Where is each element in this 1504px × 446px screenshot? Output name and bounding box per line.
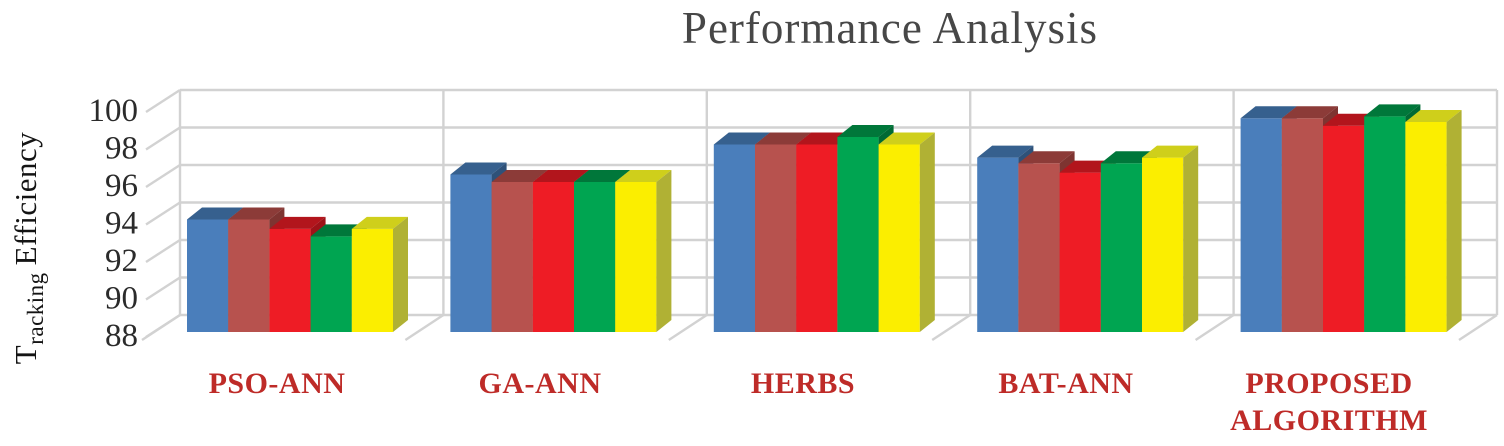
floor-edge bbox=[668, 313, 708, 342]
chart-title: Performance Analysis bbox=[681, 3, 1099, 53]
bar-top-face bbox=[351, 216, 408, 229]
bar-side-face bbox=[393, 216, 408, 332]
bar-top-face bbox=[1281, 106, 1338, 119]
floor-edge bbox=[404, 313, 445, 342]
bar-front-face bbox=[351, 228, 393, 332]
bar-top-face bbox=[269, 216, 326, 229]
bar-front-face bbox=[1142, 157, 1184, 332]
bar-side-face bbox=[1183, 145, 1199, 332]
bar-top-face bbox=[1364, 104, 1421, 117]
y-tick-mark bbox=[145, 88, 181, 114]
bar-front-face bbox=[1364, 116, 1406, 332]
bar-front-face bbox=[491, 182, 533, 332]
y-tick-label: 94 bbox=[105, 206, 138, 242]
bar-front-face bbox=[228, 219, 270, 332]
bar-front-face bbox=[713, 144, 755, 332]
bar-yellow-3 bbox=[1142, 145, 1199, 332]
category-label-herbs: HERBS bbox=[750, 367, 856, 400]
y-tick-mark bbox=[145, 313, 181, 339]
bar-top-face bbox=[574, 170, 631, 182]
bar-top-face bbox=[1405, 110, 1462, 122]
category-label-pso-ann: PSO-ANN bbox=[208, 367, 346, 400]
bar-top-face bbox=[450, 162, 507, 175]
bar-top-face bbox=[1142, 145, 1199, 158]
y-tick-label: 96 bbox=[105, 168, 138, 204]
bar-front-face bbox=[532, 182, 574, 332]
bar-top-face bbox=[878, 132, 935, 145]
bar-front-face bbox=[187, 219, 229, 332]
bar-front-face bbox=[1281, 118, 1323, 332]
bar-front-face bbox=[310, 236, 352, 332]
bar-front-face bbox=[1405, 122, 1447, 332]
bar-top-face bbox=[713, 132, 770, 145]
bar-front-face bbox=[1059, 172, 1101, 332]
y-tick-label: 100 bbox=[89, 93, 139, 129]
y-tick-mark bbox=[145, 238, 181, 264]
bar-front-face bbox=[1018, 163, 1060, 332]
y-tick-label: 98 bbox=[105, 131, 138, 167]
bar-top-face bbox=[187, 207, 244, 220]
category-label-bat-ann: BAT-ANN bbox=[998, 367, 1134, 400]
bar-front-face bbox=[977, 157, 1019, 332]
bar-yellow-4 bbox=[1405, 110, 1462, 332]
y-tick-label: 92 bbox=[105, 243, 138, 279]
floor-edge bbox=[931, 313, 971, 342]
floor-edge bbox=[1458, 313, 1498, 342]
bar-top-face bbox=[491, 170, 548, 182]
category-label-proposed: PROPOSED ALGORITHM bbox=[1230, 367, 1428, 437]
bar-front-face bbox=[755, 144, 797, 332]
y-tick-mark bbox=[145, 276, 181, 301]
bar-top-face bbox=[1240, 106, 1297, 119]
bar-front-face bbox=[796, 144, 838, 332]
bar-front-face bbox=[837, 137, 879, 332]
y-tick-label: 90 bbox=[105, 281, 138, 317]
category-label-ga-ann: GA-ANN bbox=[478, 367, 602, 400]
y-tick-label: 88 bbox=[105, 318, 138, 354]
bar-front-face bbox=[615, 182, 657, 332]
bar-top-face bbox=[1018, 151, 1075, 164]
bar-front-face bbox=[269, 228, 311, 332]
bar-side-face bbox=[656, 170, 672, 332]
bar-yellow-2 bbox=[878, 132, 935, 332]
bar-yellow-1 bbox=[615, 170, 672, 332]
bar-front-face bbox=[1100, 163, 1142, 332]
y-tick-mark bbox=[145, 126, 181, 151]
bar-top-face bbox=[532, 170, 589, 182]
y-tick-mark bbox=[145, 201, 181, 226]
bar-yellow-0 bbox=[351, 216, 408, 332]
floor-edge bbox=[1194, 313, 1235, 342]
bar-front-face bbox=[878, 144, 920, 332]
bar-top-face bbox=[228, 207, 285, 220]
bar-front-face bbox=[1240, 118, 1282, 332]
bar-top-face bbox=[615, 170, 672, 182]
bar-front-face bbox=[574, 182, 616, 332]
bar-side-face bbox=[919, 132, 935, 332]
bar-front-face bbox=[450, 174, 492, 332]
bar-front-face bbox=[1323, 125, 1365, 332]
bar-side-face bbox=[1446, 110, 1462, 332]
bar-top-face bbox=[755, 132, 812, 145]
bar-top-face bbox=[977, 145, 1034, 158]
bar-top-face bbox=[837, 125, 894, 137]
y-tick-mark bbox=[145, 163, 181, 189]
